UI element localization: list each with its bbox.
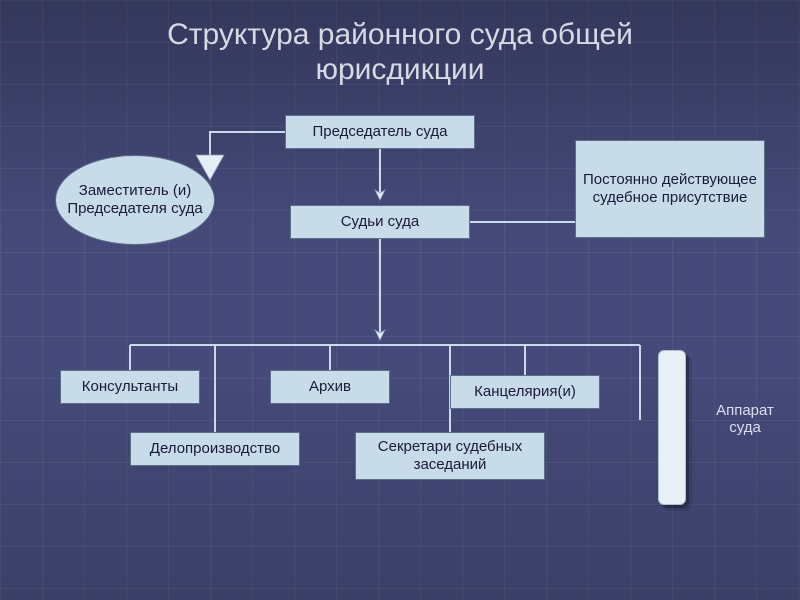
node-presence-label: Постоянно действующее судебное присутств… — [580, 171, 760, 207]
apparatus-label-text: Аппарат суда — [716, 402, 774, 436]
node-deputy: Заместитель (и) Председателя суда — [55, 155, 215, 245]
apparatus-bracket — [658, 350, 686, 505]
node-chancery: Канцелярия(и) — [450, 375, 600, 409]
node-presence: Постоянно действующее судебное присутств… — [575, 140, 765, 238]
node-chair: Председатель суда — [285, 115, 475, 149]
node-judges-label: Судьи суда — [341, 213, 420, 231]
title-line-1: Структура районного суда общей — [167, 18, 633, 51]
slide-title: Структура районного суда общей юрисдикци… — [0, 18, 800, 87]
node-secretaries-label: Секретари судебных заседаний — [360, 438, 540, 474]
node-consultants-label: Консультанты — [82, 378, 178, 396]
node-archive-label: Архив — [309, 378, 351, 396]
title-line-2: юрисдикции — [315, 53, 484, 86]
node-records: Делопроизводство — [130, 432, 300, 466]
node-records-label: Делопроизводство — [150, 440, 280, 458]
node-secretaries: Секретари судебных заседаний — [355, 432, 545, 480]
node-archive: Архив — [270, 370, 390, 404]
connector-layer — [0, 0, 800, 600]
node-judges: Судьи суда — [290, 205, 470, 239]
node-chancery-label: Канцелярия(и) — [474, 383, 576, 401]
node-chair-label: Председатель суда — [312, 123, 447, 141]
node-consultants: Консультанты — [60, 370, 200, 404]
apparatus-label: Аппарат суда — [700, 402, 790, 436]
node-deputy-label: Заместитель (и) Председателя суда — [60, 182, 210, 218]
